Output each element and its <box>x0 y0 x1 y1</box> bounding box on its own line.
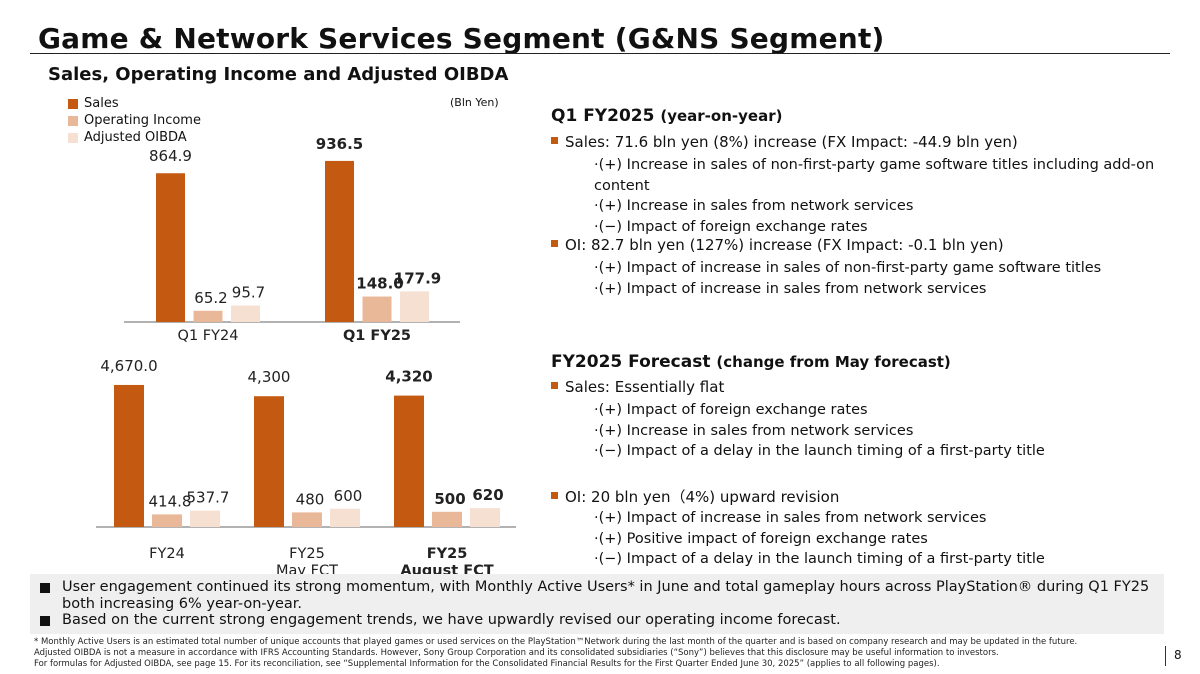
forecast-oi-points: ·(+) Impact of increase in sales from ne… <box>594 508 1045 570</box>
bullet-icon <box>551 240 558 247</box>
data-label: 4,300 <box>248 368 291 386</box>
q1-sales-points: ·(+) Increase in sales of non-first-part… <box>594 155 1200 237</box>
footnote: * Monthly Active Users is an estimated t… <box>34 637 1078 647</box>
data-label: 148.0 <box>356 275 403 293</box>
footnote: Adjusted OIBDA is not a measure in accor… <box>34 648 999 658</box>
bar-sales <box>156 173 185 322</box>
q1-heading: Q1 FY2025 (year-on-year) <box>551 106 782 126</box>
bar-sales <box>254 396 284 527</box>
data-label: 936.5 <box>316 135 363 153</box>
legend-swatch <box>68 132 78 143</box>
bar-adjusted-oibda <box>470 508 500 527</box>
forecast-heading-note: (change from May forecast) <box>716 353 951 371</box>
summary-item: User engagement continued its strong mom… <box>40 579 1172 613</box>
data-label: 95.7 <box>232 284 265 302</box>
bar-sales <box>114 384 144 527</box>
x-tick-label: FY24 <box>149 546 185 562</box>
data-label: 864.9 <box>149 147 192 165</box>
summary-item: Based on the current strong engagement t… <box>40 612 1172 629</box>
q1-oi-points: ·(+) Impact of increase in sales of non-… <box>594 258 1101 299</box>
footnote: For formulas for Adjusted OIBDA, see pag… <box>34 659 940 669</box>
data-label: 600 <box>334 487 363 505</box>
bar-sales <box>394 395 424 527</box>
x-tick-label: Q1 FY25 <box>343 328 411 344</box>
bullet-icon <box>551 137 558 144</box>
q1-heading-note: (year-on-year) <box>660 107 783 125</box>
bar-adjusted-oibda <box>231 305 260 322</box>
data-label: 4,320 <box>385 368 432 386</box>
forecast-sales-points: ·(+) Impact of foreign exchange rates ·(… <box>594 400 1045 462</box>
page-title: Game & Network Services Segment (G&NS Se… <box>38 22 885 55</box>
bar-operating-income <box>152 514 182 527</box>
list-item: ·(+) Impact of increase in sales from ne… <box>594 510 987 526</box>
x-tick-label: FY25 <box>289 546 325 562</box>
bar-adjusted-oibda <box>190 510 220 527</box>
bar-adjusted-oibda <box>330 508 360 527</box>
data-label: 414.8 <box>149 492 192 510</box>
data-label: 480 <box>296 490 325 508</box>
data-label: 65.2 <box>194 289 227 307</box>
bar-operating-income <box>362 296 392 322</box>
square-bullet-icon <box>40 583 50 593</box>
title-divider <box>30 53 1170 54</box>
q1-oi-text: OI: 82.7 bln yen (127%) increase (FX Imp… <box>565 236 1004 254</box>
square-bullet-icon <box>40 616 50 626</box>
list-item: ·(−) Impact of a delay in the launch tim… <box>594 443 1045 459</box>
list-item: ·(+) Impact of foreign exchange rates <box>594 402 868 418</box>
legend-item-sales: Sales <box>68 96 201 111</box>
legend-swatch <box>68 115 78 126</box>
bar-operating-income <box>432 511 462 527</box>
data-label: 4,670.0 <box>100 357 157 375</box>
list-item: ·(+) Increase in sales from network serv… <box>594 422 914 439</box>
legend-label: Sales <box>84 96 119 111</box>
legend-item-adjusted-oibda: Adjusted OIBDA <box>68 130 201 145</box>
data-label: 537.7 <box>187 489 230 507</box>
bar-operating-income <box>193 310 223 322</box>
bar-sales <box>325 160 354 322</box>
bar-adjusted-oibda <box>400 291 429 322</box>
page-number-divider <box>1165 646 1166 666</box>
forecast-oi-line: OI: 20 bln yen（4%) upward revision <box>551 486 839 507</box>
legend-label: Operating Income <box>84 113 201 128</box>
list-item: ·(−) Impact of a delay in the launch tim… <box>594 551 1045 567</box>
legend-swatch <box>68 98 78 109</box>
list-item: ·(+) Impact of increase in sales from ne… <box>594 280 987 297</box>
list-item: ·(+) Increase in sales from network serv… <box>594 198 914 214</box>
legend-label: Adjusted OIBDA <box>84 130 187 145</box>
x-tick-label: FY25 <box>427 546 468 562</box>
q1-sales-text: Sales: 71.6 bln yen (8%) increase (FX Im… <box>565 133 1018 151</box>
units-label: (Bln Yen) <box>450 96 499 109</box>
x-tick-label: Q1 FY24 <box>178 328 239 344</box>
list-item: ·(+) Impact of increase in sales of non-… <box>594 260 1102 276</box>
summary-box: User engagement continued its strong mom… <box>30 574 1164 634</box>
q1-oi-line: OI: 82.7 bln yen (127%) increase (FX Imp… <box>551 236 1004 254</box>
chart-section-title: Sales, Operating Income and Adjusted OIB… <box>48 64 509 85</box>
forecast-heading-text: FY2025 Forecast <box>551 352 711 372</box>
data-label: 500 <box>434 490 465 508</box>
q1-heading-text: Q1 FY2025 <box>551 106 655 126</box>
chart-legend: Sales Operating Income Adjusted OIBDA <box>68 96 201 145</box>
forecast-sales-line: Sales: Essentially flat <box>551 378 724 396</box>
summary-text: User engagement continued its strong mom… <box>62 579 1150 612</box>
footnotes: * Monthly Active Users is an estimated t… <box>34 637 1154 670</box>
forecast-oi-text: OI: 20 bln yen（4%) upward revision <box>565 488 840 506</box>
bar-operating-income <box>292 512 322 527</box>
list-item: ·(+) Increase in sales of non-first-part… <box>594 157 1155 194</box>
data-label: 177.9 <box>394 269 441 287</box>
data-label: 620 <box>472 486 503 504</box>
bullet-icon <box>551 382 558 389</box>
summary-text: Based on the current strong engagement t… <box>62 612 841 628</box>
legend-item-operating-income: Operating Income <box>68 113 201 128</box>
bullet-icon <box>551 492 558 499</box>
forecast-heading: FY2025 Forecast (change from May forecas… <box>551 352 951 372</box>
page-number: 8 <box>1174 648 1182 662</box>
q1-sales-line: Sales: 71.6 bln yen (8%) increase (FX Im… <box>551 133 1018 151</box>
forecast-sales-text: Sales: Essentially flat <box>565 378 725 396</box>
list-item: ·(+) Positive impact of foreign exchange… <box>594 530 928 547</box>
list-item: ·(−) Impact of foreign exchange rates <box>594 218 868 235</box>
